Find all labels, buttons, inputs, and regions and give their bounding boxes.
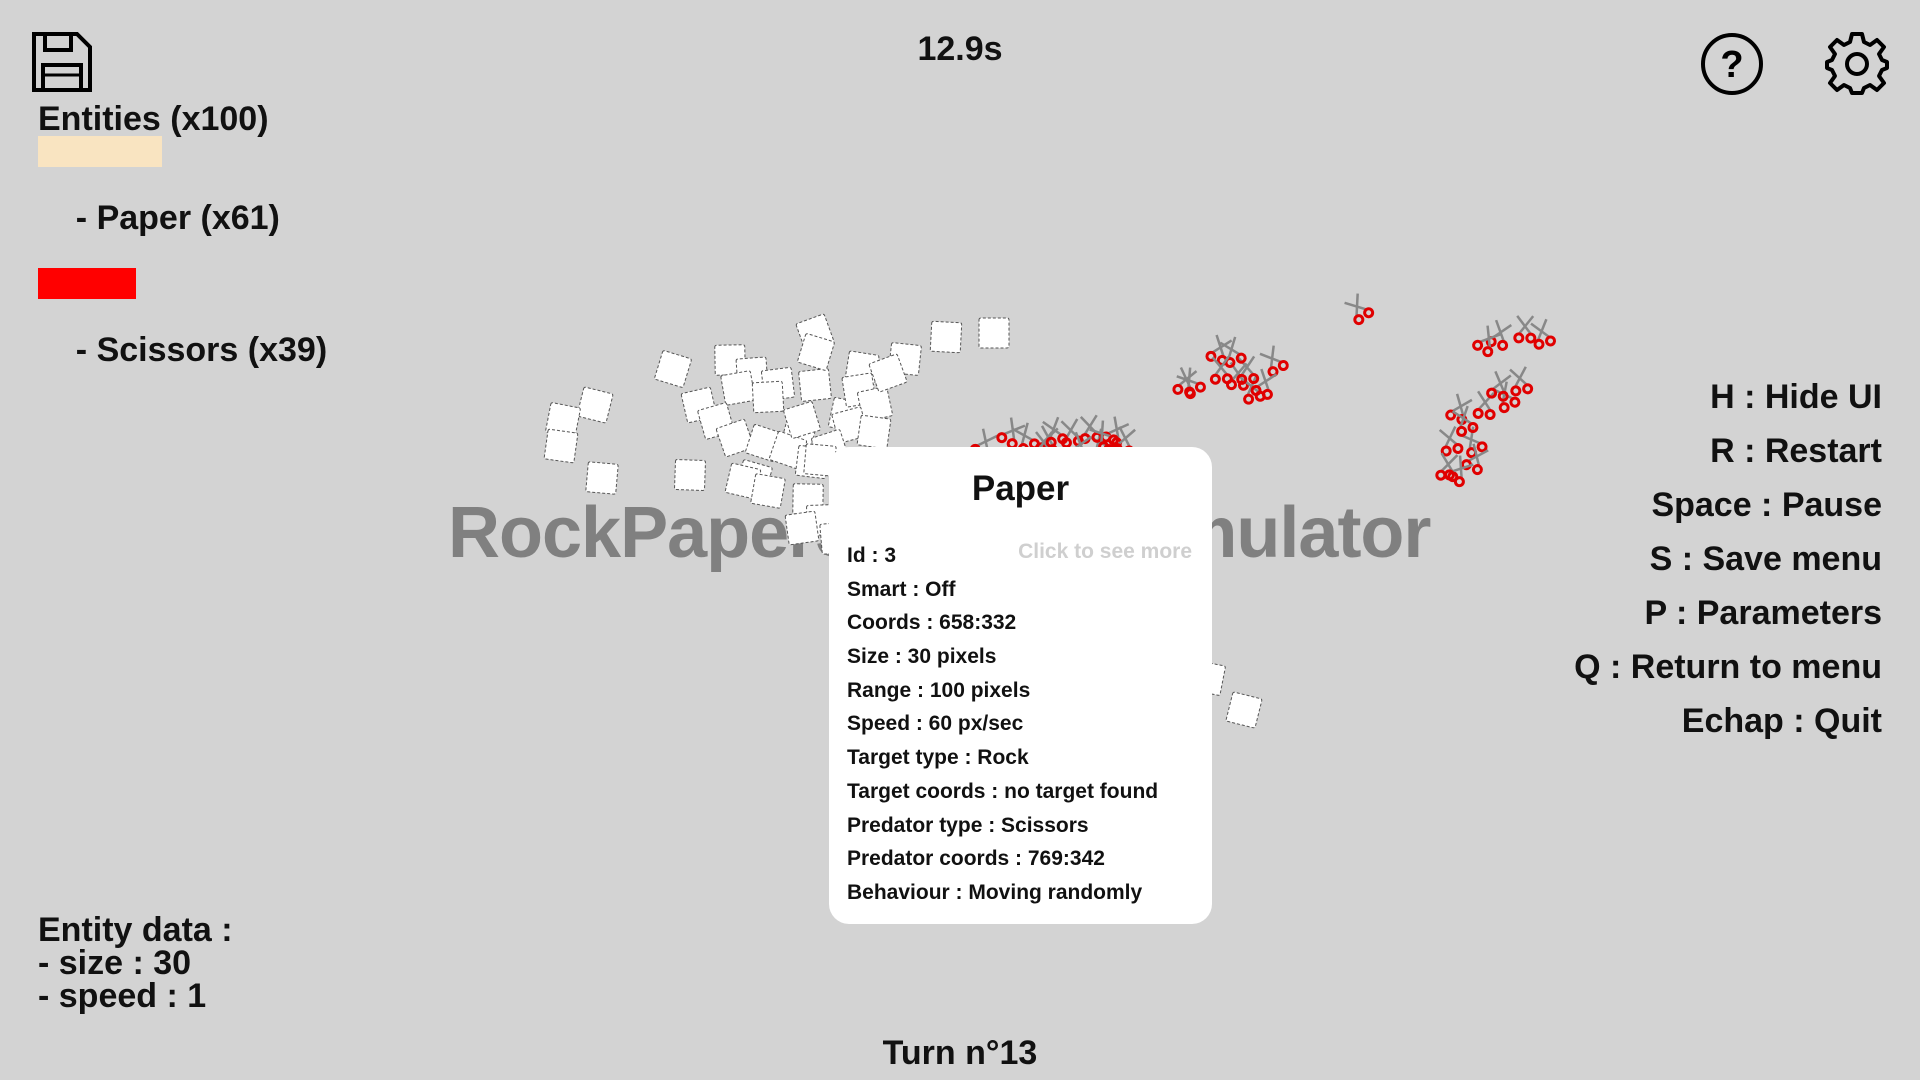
paper-entity[interactable]	[1225, 691, 1263, 729]
turn-counter: Turn n°13	[882, 1034, 1038, 1072]
scissors-entity[interactable]	[1434, 451, 1461, 483]
tooltip-target-type: Target type : Rock	[847, 746, 1029, 770]
scissors-entity[interactable]	[1443, 391, 1476, 427]
paper-entity[interactable]	[585, 461, 619, 495]
paper-entity[interactable]	[750, 473, 786, 509]
paper-entity[interactable]	[653, 349, 693, 389]
shortcut-quit: Echap : Quit	[1681, 702, 1882, 740]
entities-panel: Entities (x100) - Paper (x61) - Scissors…	[38, 100, 327, 400]
shortcut-save-menu: S : Save menu	[1649, 540, 1882, 578]
entity-data-size: - size : 30	[38, 944, 192, 982]
save-button[interactable]	[31, 31, 93, 93]
shortcut-parameters: P : Parameters	[1644, 594, 1882, 632]
elapsed-timer: 12.9s	[917, 30, 1003, 68]
scissors-entity[interactable]	[1506, 364, 1534, 398]
tooltip-predator-coords: Predator coords : 769:342	[847, 847, 1105, 871]
paper-share-bar	[38, 136, 162, 167]
paper-entity[interactable]	[784, 510, 820, 546]
entity-count-scissors: - Scissors (x39)	[38, 268, 327, 400]
paper-entity[interactable]	[751, 380, 785, 414]
entity-info-tooltip[interactable]: Paper Click to see more Id : 3 Smart : O…	[829, 447, 1212, 924]
tooltip-id: Id : 3	[847, 544, 897, 567]
question-circle-icon: ?	[1700, 32, 1764, 96]
entities-header: Entities (x100)	[38, 100, 327, 138]
tooltip-range: Range : 100 pixels	[847, 678, 1031, 702]
paper-entity[interactable]	[543, 428, 579, 464]
floppy-disk-icon	[31, 31, 93, 93]
tooltip-smart: Smart : Off	[847, 577, 956, 601]
settings-button[interactable]	[1824, 30, 1890, 96]
tooltip-details: Id : 3 Smart : Off Coords : 658:332 Size…	[847, 539, 1158, 910]
entity-data-header: Entity data :	[38, 911, 233, 949]
scissors-entity[interactable]	[1341, 290, 1376, 327]
paper-entity[interactable]	[929, 320, 963, 354]
help-button[interactable]: ?	[1700, 32, 1764, 96]
tooltip-size: Size : 30 pixels	[847, 645, 997, 669]
tooltip-target-coords: Target coords : no target found	[847, 779, 1159, 803]
paper-entity[interactable]	[576, 386, 614, 424]
scissors-entity[interactable]	[1204, 332, 1236, 368]
entity-count-paper-label: - Paper (x61)	[75, 199, 280, 237]
entity-count-paper: - Paper (x61)	[38, 136, 327, 268]
tooltip-predator-type: Predator type : Scissors	[847, 813, 1089, 837]
entities-header-label: Entities (x100)	[38, 100, 269, 138]
shortcut-hide-ui: H : Hide UI	[1710, 378, 1882, 416]
shortcut-pause: Space : Pause	[1651, 486, 1882, 524]
entity-count-scissors-label: - Scissors (x39)	[75, 331, 328, 369]
scissors-entity[interactable]	[1513, 314, 1537, 344]
shortcut-return-to-menu: Q : Return to menu	[1574, 648, 1882, 686]
paper-entity[interactable]	[673, 458, 707, 492]
tooltip-behaviour: Behaviour : Moving randomly	[847, 880, 1143, 904]
scissors-entity[interactable]	[1249, 366, 1280, 401]
scissors-entity[interactable]	[1472, 389, 1498, 421]
tooltip-see-more-hint[interactable]: Click to see more	[1018, 540, 1192, 563]
paper-entity[interactable]	[978, 317, 1010, 349]
shortcuts-list: H : Hide UI R : Restart Space : Pause S …	[1574, 370, 1882, 748]
paper-entity[interactable]	[720, 370, 756, 406]
tooltip-title: Paper	[971, 469, 1070, 508]
gear-icon	[1824, 30, 1890, 96]
paper-entity[interactable]	[856, 414, 892, 450]
entity-data-panel: Entity data : - size : 30 - speed : 1	[38, 911, 233, 1015]
svg-text:?: ?	[1720, 44, 1743, 86]
entity-data-speed: - speed : 1	[38, 977, 207, 1015]
tooltip-coords: Coords : 658:332	[847, 611, 1017, 635]
paper-entity[interactable]	[798, 368, 832, 402]
shortcut-restart: R : Restart	[1710, 432, 1882, 470]
scissors-share-bar	[38, 268, 136, 299]
tooltip-speed: Speed : 60 px/sec	[847, 712, 1024, 736]
